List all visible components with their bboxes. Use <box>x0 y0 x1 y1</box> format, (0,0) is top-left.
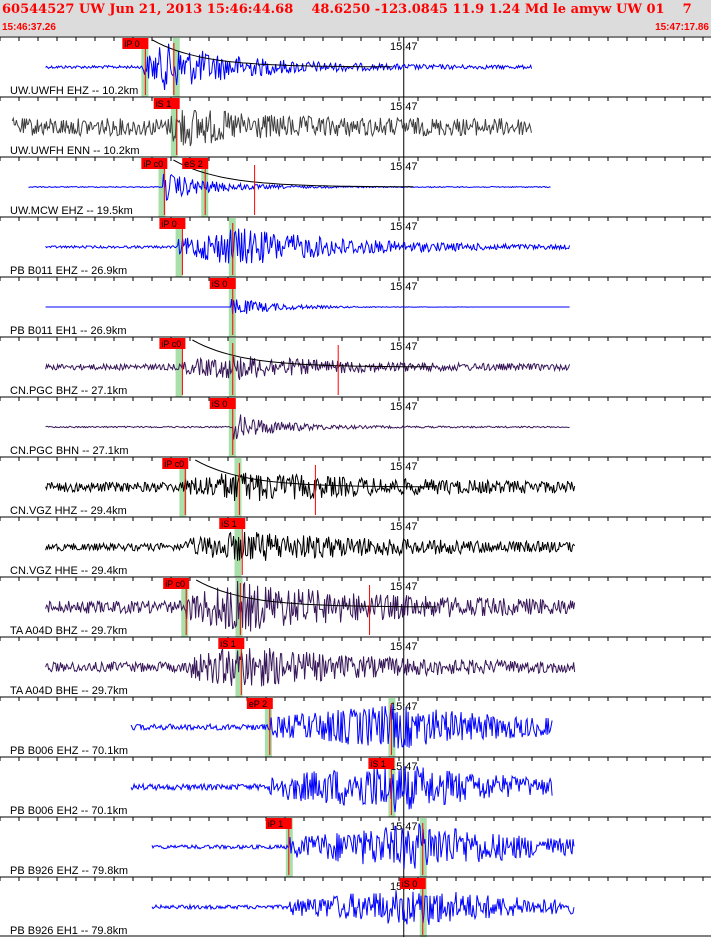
pick-label: eS 2 <box>184 159 203 169</box>
pick-label: iP c0 <box>161 339 181 349</box>
waveform-trace <box>45 580 576 632</box>
pick-highlight <box>172 38 180 97</box>
pick-label-box <box>159 218 186 229</box>
pick-label-box <box>246 698 273 709</box>
coda-curve <box>173 159 414 188</box>
minute-tick-label: 15:47 <box>390 41 418 53</box>
station-label: TA A04D BHE -- 29.7km <box>10 685 128 697</box>
pick-label: iP 0 <box>161 219 176 229</box>
pick-label: iS 1 <box>220 639 236 649</box>
station-label: CN.VGZ HHZ -- 29.4km <box>10 505 127 517</box>
minute-tick-label: 15:47 <box>390 101 418 113</box>
pick-highlight <box>181 578 189 637</box>
pick-label-box <box>153 98 180 109</box>
minute-tick-label: 15:47 <box>390 341 418 353</box>
pick-highlight <box>170 98 178 157</box>
waveform-trace <box>151 823 575 870</box>
waveform-trace <box>11 109 532 147</box>
minute-tick-label: 15:47 <box>390 161 418 173</box>
station-label: PB B011 EH1 -- 26.9km <box>10 325 127 337</box>
waveform-trace <box>130 766 553 813</box>
station-label: TA A04D BHZ -- 29.7km <box>10 625 127 637</box>
waveform-trace <box>130 704 553 749</box>
pick-highlight <box>234 458 242 517</box>
pick-label: iP c0 <box>143 159 163 169</box>
minute-tick-label: 15:47 <box>390 701 418 713</box>
pick-label-box <box>122 38 149 49</box>
waveform-trace <box>45 531 576 561</box>
minute-tick-label: 15:47 <box>390 581 418 593</box>
waveform-trace <box>45 43 533 91</box>
station-label: UW.UWFH ENN -- 10.2km <box>10 145 140 157</box>
station-label: PB B006 EH2 -- 70.1km <box>10 805 127 817</box>
coda-curve <box>195 579 437 608</box>
pick-label-box <box>162 458 189 469</box>
pick-label-box <box>265 818 292 829</box>
waveform-trace <box>45 648 576 687</box>
pick-label: iP c0 <box>165 579 185 589</box>
pick-label-box <box>399 878 426 889</box>
waveform-trace <box>45 472 576 502</box>
pick-label: iS 1 <box>156 99 172 109</box>
station-label: PB B011 EHZ -- 26.9km <box>10 265 127 277</box>
station-label: UW.UWFH EHZ -- 10.2km <box>10 85 138 97</box>
pick-label-box <box>218 638 245 649</box>
pick-label-box <box>219 518 246 529</box>
minute-tick-label: 15:47 <box>390 221 418 233</box>
minute-tick-label: 15:47 <box>390 821 418 833</box>
pick-label: iP 1 <box>268 819 283 829</box>
minute-tick-label: 15:47 <box>390 461 418 473</box>
station-label: PB B926 EHZ -- 79.8km <box>10 865 128 877</box>
pick-label: eP 2 <box>249 699 267 709</box>
window-end-time: 15:47:17.86 <box>655 22 709 33</box>
pick-label-box <box>209 398 236 409</box>
station-label: PB B926 EH1 -- 79.8km <box>10 925 127 937</box>
waveform-trace <box>45 298 570 315</box>
station-label: UW.MCW EHZ -- 19.5km <box>10 205 133 217</box>
waveform-trace <box>151 890 575 925</box>
minute-tick-label: 15:47 <box>390 761 418 773</box>
pick-label: iS 0 <box>212 399 228 409</box>
event-title: 60544527 UW Jun 21, 2013 15:46:44.68 48.… <box>2 2 692 17</box>
pick-label-box <box>209 278 236 289</box>
minute-tick-label: 15:47 <box>390 521 418 533</box>
pick-label: iS 0 <box>212 279 228 289</box>
pick-label: iP c0 <box>164 459 184 469</box>
pick-label: iS 1 <box>370 759 386 769</box>
coda-curve <box>152 39 393 68</box>
waveform-trace <box>28 173 551 201</box>
station-label: CN.PGC BHN -- 27.1km <box>10 445 129 457</box>
pick-label: iP 0 <box>124 39 139 49</box>
pick-label-box <box>163 578 190 589</box>
pick-label-box <box>182 158 209 169</box>
waveform-trace <box>45 228 571 264</box>
pick-label-box <box>159 338 186 349</box>
station-label: PB B006 EHZ -- 70.1km <box>10 745 128 757</box>
station-label: CN.VGZ HHE -- 29.4km <box>10 565 127 577</box>
minute-tick-label: 15:47 <box>390 281 418 293</box>
pick-label-box <box>368 758 395 769</box>
pick-label-box <box>141 158 168 169</box>
waveform-trace <box>45 414 570 440</box>
station-label: CN.PGC BHZ -- 27.1km <box>10 385 127 397</box>
pick-label: iS 0 <box>402 879 418 889</box>
minute-tick-label: 15:47 <box>390 641 418 653</box>
waveform-trace <box>45 356 571 381</box>
window-start-time: 15:46:37.26 <box>2 22 56 33</box>
minute-tick-label: 15:47 <box>390 401 418 413</box>
pick-label: iS 1 <box>221 519 237 529</box>
event-header: 60544527 UW Jun 21, 2013 15:46:44.68 48.… <box>0 0 711 36</box>
